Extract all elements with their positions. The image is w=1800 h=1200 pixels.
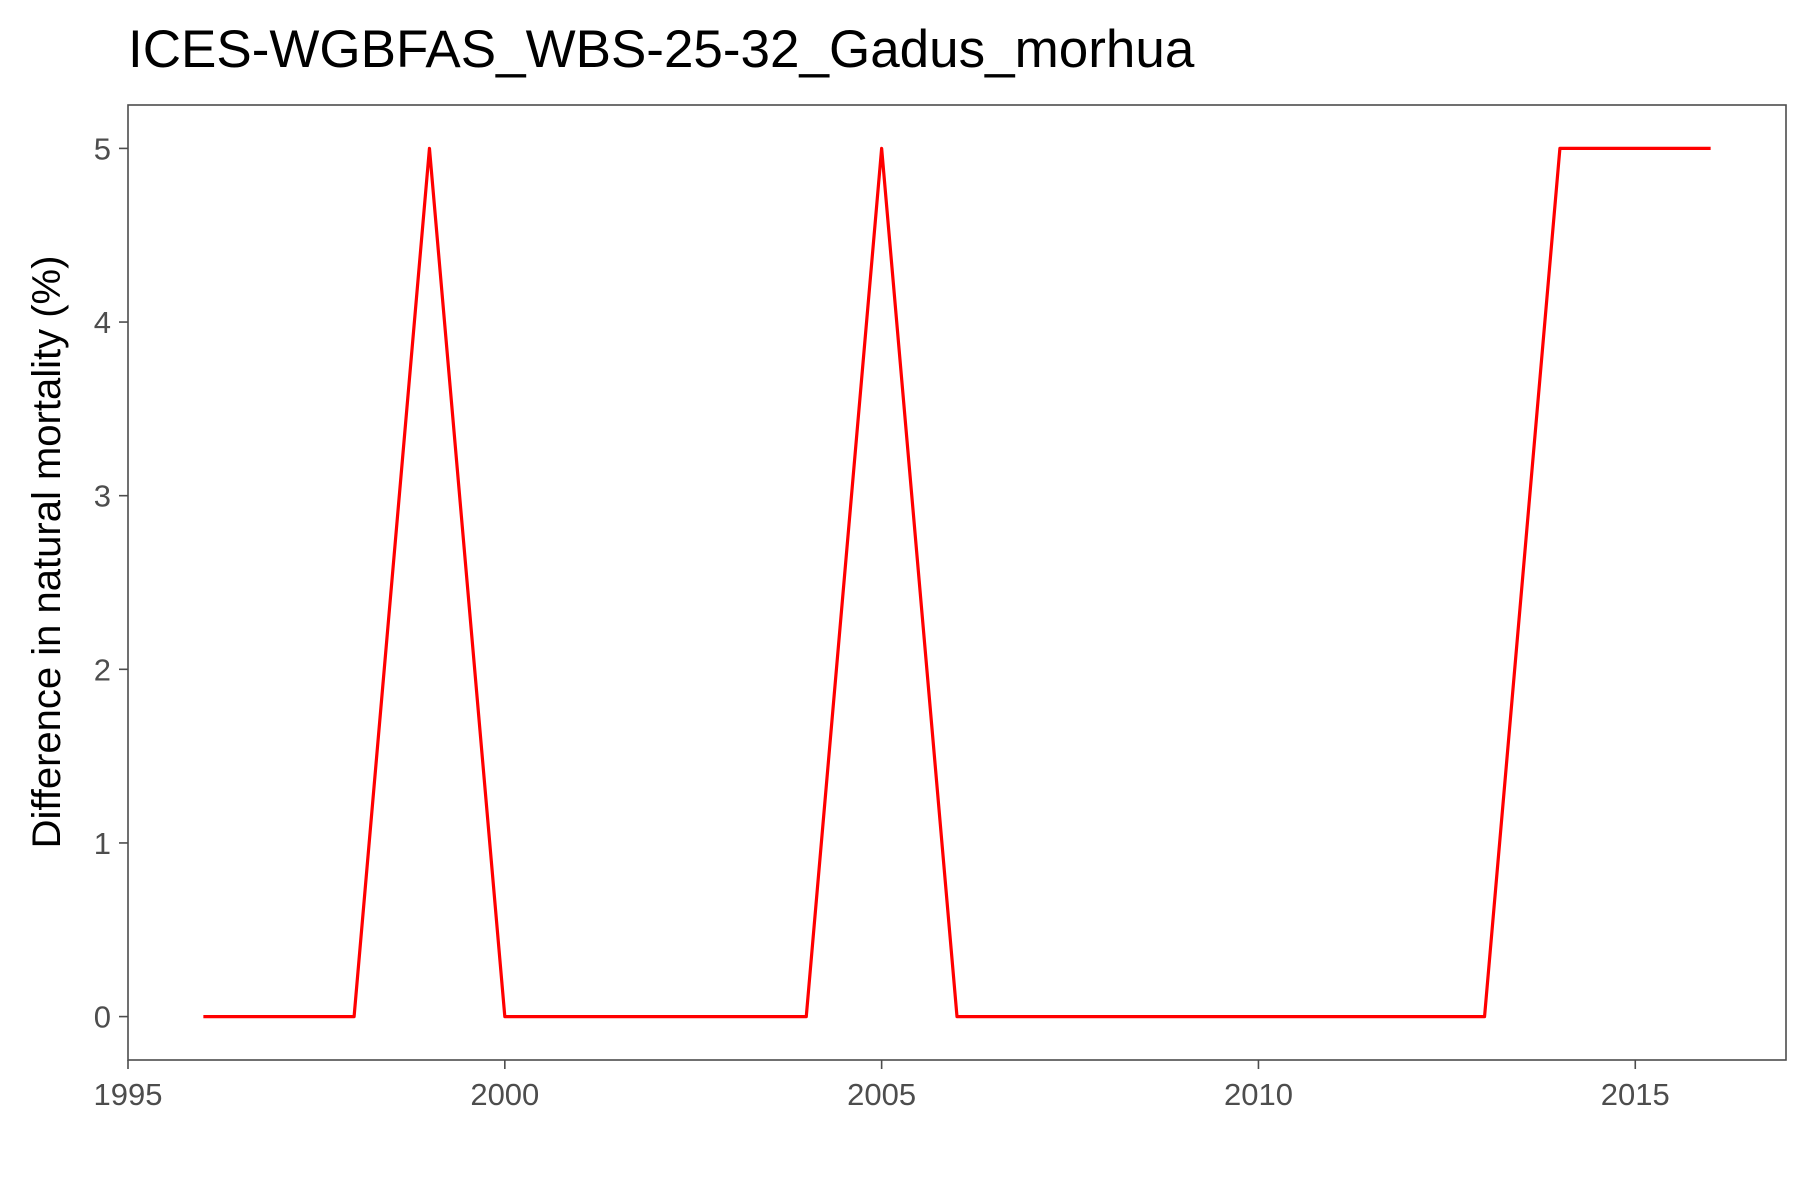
x-tick-label: 2010 bbox=[1224, 1077, 1293, 1112]
y-axis: 0 1 2 3 4 5 bbox=[94, 131, 128, 1035]
x-axis: 1995 2000 2005 2010 2015 bbox=[94, 1060, 1670, 1112]
x-tick-label: 2000 bbox=[470, 1077, 539, 1112]
y-tick-label: 5 bbox=[94, 131, 111, 166]
x-tick-label: 1995 bbox=[94, 1077, 163, 1112]
chart-title: ICES-WGBFAS_WBS-25-32_Gadus_morhua bbox=[128, 20, 1195, 79]
series-line bbox=[203, 146, 1711, 1019]
y-tick-label: 2 bbox=[94, 652, 111, 687]
y-tick-label: 1 bbox=[94, 826, 111, 861]
series-layer bbox=[203, 146, 1711, 1019]
x-tick-label: 2015 bbox=[1601, 1077, 1670, 1112]
y-tick-label: 0 bbox=[94, 1000, 111, 1035]
y-axis-label: Difference in natural mortality (%) bbox=[25, 256, 69, 849]
panel-border bbox=[127, 104, 1787, 1061]
x-tick-label: 2005 bbox=[847, 1077, 916, 1112]
y-tick-label: 3 bbox=[94, 479, 111, 514]
y-tick-label: 4 bbox=[94, 305, 111, 340]
